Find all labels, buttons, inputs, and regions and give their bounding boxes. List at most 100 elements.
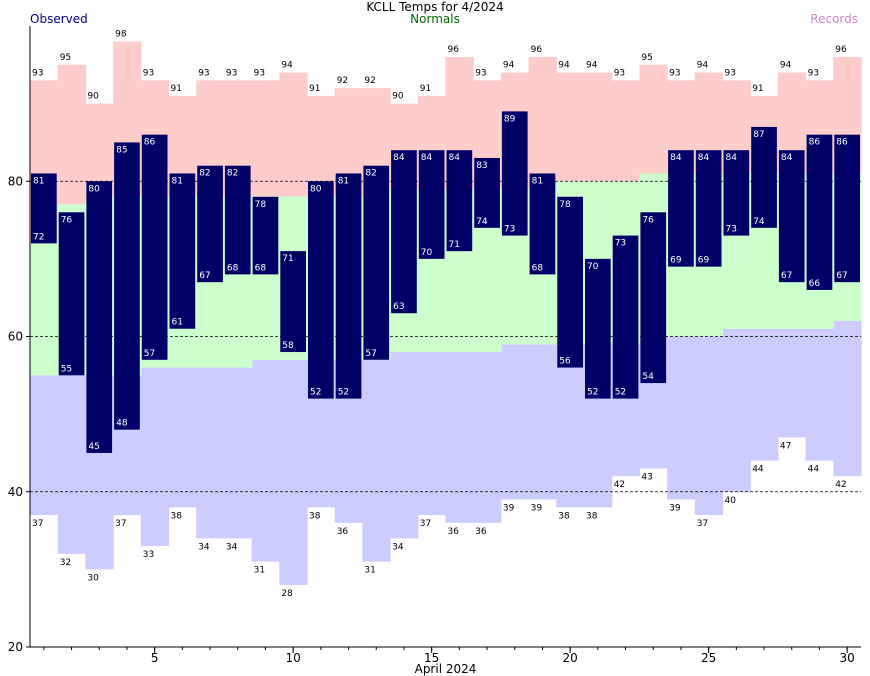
- record-high-label: 93: [226, 68, 237, 78]
- record-low-bar: [279, 359, 308, 585]
- axes: 20 40 60 80 5 10 15 20 25 30: [8, 26, 861, 665]
- observed-high-label: 78: [255, 200, 267, 210]
- record-low-bar: [473, 352, 502, 523]
- record-high-bar: [584, 72, 613, 182]
- observed-low-label: 69: [670, 256, 682, 266]
- record-low-label: 30: [87, 573, 99, 583]
- observed-high-label: 81: [338, 176, 349, 186]
- record-low-label: 44: [808, 465, 820, 475]
- observed-bar: [86, 181, 113, 453]
- observed-low-label: 45: [88, 442, 99, 452]
- x-tick-label: 25: [701, 651, 716, 665]
- observed-bar: [585, 258, 611, 399]
- record-high-label: 94: [503, 61, 515, 71]
- observed-low-label: 57: [365, 349, 376, 359]
- legend-records: Records: [810, 12, 858, 26]
- x-tick-label: 15: [424, 651, 439, 665]
- record-high-bar: [556, 72, 585, 182]
- observed-low-label: 61: [172, 318, 183, 328]
- record-low-label: 28: [281, 589, 293, 599]
- record-low-label: 34: [226, 542, 238, 552]
- observed-high-label: 84: [726, 153, 738, 163]
- record-low-bar: [30, 375, 59, 516]
- observed-low-label: 57: [144, 349, 155, 359]
- record-low-label: 33: [143, 550, 154, 560]
- observed-bar: [778, 150, 805, 283]
- record-low-bar: [750, 328, 779, 461]
- record-low-label: 38: [558, 511, 570, 521]
- record-low-bar: [362, 359, 391, 562]
- observed-high-label: 81: [532, 176, 543, 186]
- observed-low-label: 74: [476, 217, 488, 227]
- record-low-label: 39: [669, 504, 681, 514]
- record-low-bar: [722, 328, 751, 492]
- record-high-label: 92: [364, 76, 375, 86]
- observed-high-label: 86: [836, 138, 848, 148]
- record-low-label: 38: [586, 511, 598, 521]
- observed-high-label: 86: [144, 138, 156, 148]
- observed-low-label: 52: [310, 388, 321, 398]
- record-low-label: 38: [309, 511, 321, 521]
- record-high-label: 94: [558, 61, 570, 71]
- record-low-bar: [445, 352, 474, 523]
- observed-low-label: 73: [726, 225, 737, 235]
- record-high-label: 91: [420, 84, 431, 94]
- observed-low-label: 63: [393, 302, 404, 312]
- record-low-band: [30, 320, 862, 585]
- record-high-bar: [307, 95, 336, 197]
- observed-high-label: 80: [310, 184, 322, 194]
- observed-low-label: 48: [116, 419, 128, 429]
- record-high-label: 96: [448, 45, 460, 55]
- observed-bar: [557, 196, 583, 368]
- observed-high-label: 84: [698, 153, 710, 163]
- record-high-label: 95: [641, 53, 652, 63]
- record-low-bar: [667, 336, 696, 500]
- record-high-label: 94: [697, 61, 709, 71]
- observed-bar: [446, 150, 473, 252]
- observed-low-label: 71: [449, 240, 460, 250]
- observed-high-label: 84: [393, 153, 405, 163]
- observed-high-label: 70: [587, 262, 599, 272]
- record-high-label: 91: [752, 84, 763, 94]
- observed-high-label: 84: [781, 153, 793, 163]
- record-high-label: 93: [725, 68, 736, 78]
- record-high-label: 98: [115, 30, 127, 40]
- observed-bar: [252, 196, 279, 275]
- observed-low-label: 56: [559, 357, 571, 367]
- record-high-label: 91: [309, 84, 320, 94]
- record-low-label: 39: [503, 504, 515, 514]
- observed-low-label: 68: [227, 263, 239, 273]
- observed-bar: [280, 251, 306, 353]
- record-low-bar: [833, 320, 862, 477]
- record-high-label: 94: [586, 61, 598, 71]
- record-high-label: 91: [171, 84, 182, 94]
- observed-low-label: 74: [753, 217, 765, 227]
- record-low-label: 31: [364, 566, 375, 576]
- observed-high-label: 82: [227, 169, 238, 179]
- legend-observed: Observed: [30, 12, 88, 26]
- record-low-label: 38: [171, 511, 183, 521]
- record-low-label: 37: [115, 519, 126, 529]
- record-low-bar: [196, 367, 225, 539]
- record-low-label: 42: [835, 480, 846, 490]
- record-high-label: 95: [60, 53, 71, 63]
- observed-low-label: 52: [587, 388, 598, 398]
- observed-bar: [391, 150, 417, 314]
- observed-bars: [31, 111, 860, 453]
- observed-bar: [751, 126, 777, 228]
- record-high-bar: [528, 57, 557, 190]
- observed-low-label: 66: [809, 279, 821, 289]
- observed-high-label: 84: [421, 153, 433, 163]
- observed-bar: [474, 157, 500, 228]
- record-low-bar: [500, 344, 530, 500]
- observed-low-label: 54: [642, 372, 654, 382]
- observed-high-label: 76: [642, 215, 654, 225]
- observed-high-label: 89: [504, 114, 516, 124]
- observed-low-label: 72: [33, 232, 44, 242]
- observed-high-label: 82: [365, 169, 376, 179]
- observed-high-label: 76: [61, 215, 73, 225]
- value-labels: 81 72 93 37 76 55 95 32 80 45 90 30 85 48 98 37 86 57 93 33…: [32, 30, 848, 599]
- record-high-label: 93: [143, 68, 154, 78]
- record-low-label: 40: [725, 496, 737, 506]
